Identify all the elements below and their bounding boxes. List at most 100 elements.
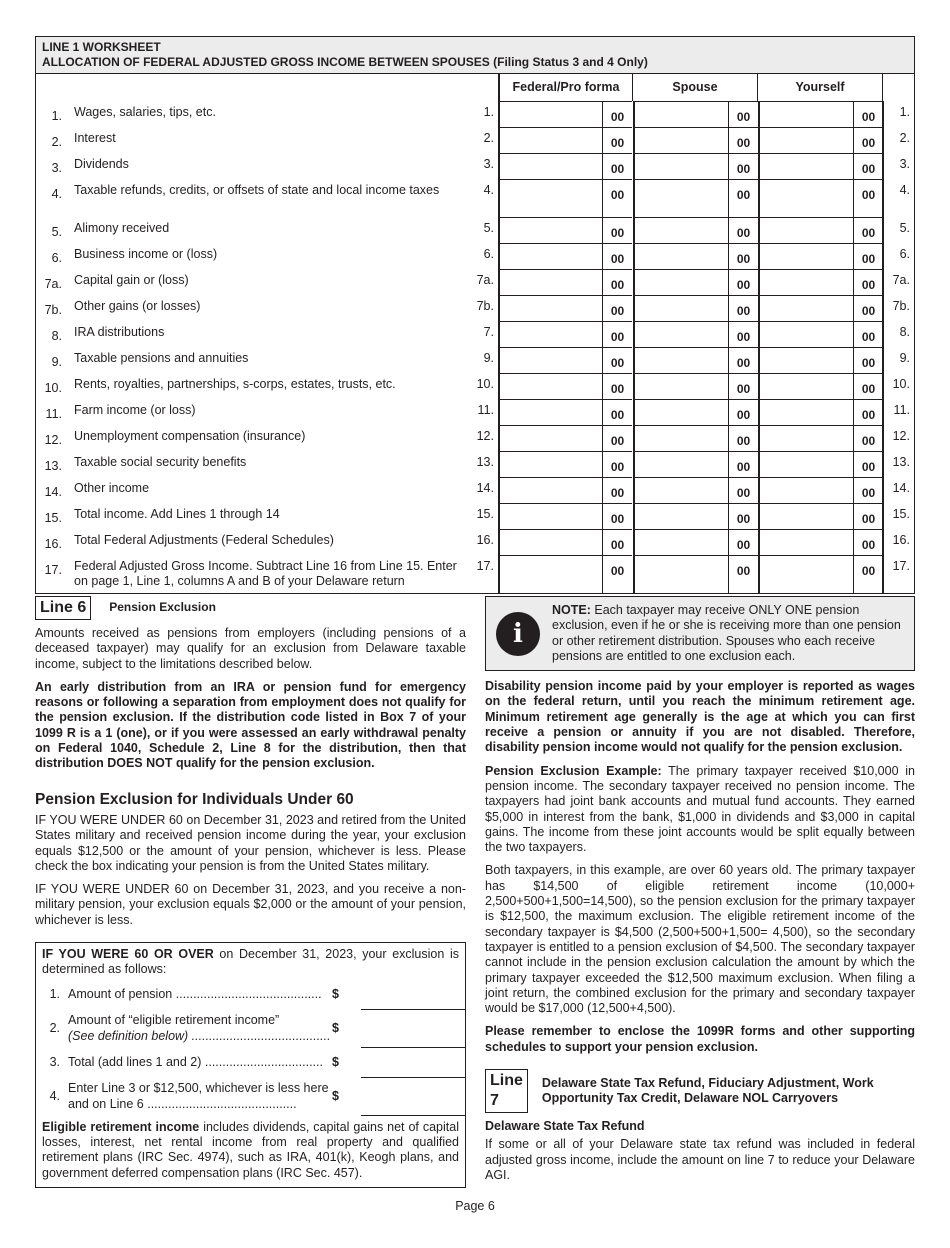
yourself-amount-field[interactable] xyxy=(758,243,853,269)
federal-amount-field[interactable] xyxy=(498,269,602,295)
line-number-right: 7b. xyxy=(892,299,910,313)
yourself-cents: 00 xyxy=(853,529,883,555)
yourself-amount-field[interactable] xyxy=(758,503,853,529)
line-number-right: 16. xyxy=(892,533,910,547)
yourself-amount-field[interactable] xyxy=(758,477,853,503)
federal-amount-field[interactable] xyxy=(498,101,602,127)
federal-amount-field[interactable] xyxy=(498,529,602,555)
spouse-amount-field[interactable] xyxy=(633,503,728,529)
spouse-amount-field[interactable] xyxy=(633,295,728,321)
line-number-right: 7a. xyxy=(892,273,910,287)
definition-text: includes dividends, capital gains net of… xyxy=(42,1119,459,1180)
yourself-amount-field[interactable] xyxy=(758,555,853,593)
federal-amount-field[interactable] xyxy=(498,425,602,451)
under60-heading: Pension Exclusion for Individuals Under … xyxy=(35,790,354,808)
federal-cents: 00 xyxy=(602,321,632,347)
yourself-amount-field[interactable] xyxy=(758,269,853,295)
yourself-amount-field[interactable] xyxy=(758,321,853,347)
line-number-right: 12. xyxy=(892,429,910,443)
spouse-amount-field[interactable] xyxy=(633,321,728,347)
yourself-amount-field[interactable] xyxy=(758,101,853,127)
yourself-cents: 00 xyxy=(853,373,883,399)
spouse-amount-field[interactable] xyxy=(633,153,728,179)
yourself-amount-field[interactable] xyxy=(758,179,853,217)
federal-amount-field[interactable] xyxy=(498,347,602,373)
yourself-amount-field[interactable] xyxy=(758,529,853,555)
exclusion-amount-field[interactable] xyxy=(361,980,465,1010)
remember-text: Please remember to enclose the 1099R for… xyxy=(485,1024,915,1054)
line-number-right: 8. xyxy=(899,325,910,339)
dollar-sign: $ xyxy=(332,986,339,1001)
federal-amount-field[interactable] xyxy=(498,179,602,217)
spouse-cents: 00 xyxy=(728,179,758,217)
spouse-amount-field[interactable] xyxy=(633,451,728,477)
spouse-amount-field[interactable] xyxy=(633,101,728,127)
line-number-right: 4. xyxy=(899,183,910,197)
note-label: NOTE: xyxy=(552,603,591,617)
exclusion-line-label: Enter Line 3 or $12,500, whichever is le… xyxy=(68,1081,329,1111)
note-text: Each taxpayer may receive ONLY ONE pensi… xyxy=(552,603,901,663)
federal-amount-field[interactable] xyxy=(498,503,602,529)
definition-bold: Eligible retirement income xyxy=(42,1119,200,1134)
federal-cents: 00 xyxy=(602,295,632,321)
worksheet-row: 8. IRA distributions 7. 00 00 00 8. xyxy=(36,321,914,347)
line6-title: Pension Exclusion xyxy=(109,600,216,615)
yourself-amount-field[interactable] xyxy=(758,425,853,451)
exclusion-line: 2. Amount of “eligible retirement income”… xyxy=(42,1010,465,1048)
spouse-amount-field[interactable] xyxy=(633,373,728,399)
federal-amount-field[interactable] xyxy=(498,399,602,425)
federal-amount-field[interactable] xyxy=(498,217,602,243)
federal-amount-field[interactable] xyxy=(498,555,602,593)
yourself-amount-field[interactable] xyxy=(758,347,853,373)
line-number: 1. xyxy=(51,109,62,123)
yourself-amount-field[interactable] xyxy=(758,295,853,321)
line-number: 15. xyxy=(44,511,62,525)
federal-cents: 00 xyxy=(602,451,632,477)
yourself-amount-field[interactable] xyxy=(758,399,853,425)
spouse-amount-field[interactable] xyxy=(633,477,728,503)
line-reference: 7. xyxy=(483,325,494,339)
spouse-amount-field[interactable] xyxy=(633,529,728,555)
line-number-right: 1. xyxy=(899,105,910,119)
yourself-amount-field[interactable] xyxy=(758,217,853,243)
spouse-cents: 00 xyxy=(728,451,758,477)
line-reference: 3. xyxy=(483,157,494,171)
federal-amount-field[interactable] xyxy=(498,477,602,503)
yourself-amount-field[interactable] xyxy=(758,127,853,153)
federal-amount-field[interactable] xyxy=(498,153,602,179)
exclusion-amount-field[interactable] xyxy=(361,1010,465,1048)
exclusion-line-text: Amount of pension ......................… xyxy=(68,987,332,1002)
spouse-amount-field[interactable] xyxy=(633,425,728,451)
federal-amount-field[interactable] xyxy=(498,321,602,347)
federal-amount-field[interactable] xyxy=(498,295,602,321)
example-label: Pension Exclusion Example: xyxy=(485,763,662,778)
spouse-amount-field[interactable] xyxy=(633,217,728,243)
spouse-cents: 00 xyxy=(728,503,758,529)
spouse-amount-field[interactable] xyxy=(633,179,728,217)
federal-amount-field[interactable] xyxy=(498,373,602,399)
federal-cents: 00 xyxy=(602,243,632,269)
yourself-amount-field[interactable] xyxy=(758,153,853,179)
line-reference: 11. xyxy=(477,403,494,417)
exclusion-amount-field[interactable] xyxy=(361,1078,465,1116)
yourself-amount-field[interactable] xyxy=(758,451,853,477)
spouse-amount-field[interactable] xyxy=(633,347,728,373)
yourself-amount-field[interactable] xyxy=(758,373,853,399)
column-divider xyxy=(882,555,884,593)
federal-amount-field[interactable] xyxy=(498,451,602,477)
spouse-amount-field[interactable] xyxy=(633,555,728,593)
federal-cents: 00 xyxy=(602,555,632,593)
spouse-amount-field[interactable] xyxy=(633,243,728,269)
spouse-amount-field[interactable] xyxy=(633,399,728,425)
federal-amount-field[interactable] xyxy=(498,127,602,153)
federal-amount-field[interactable] xyxy=(498,243,602,269)
spouse-cents: 00 xyxy=(728,101,758,127)
yourself-cents: 00 xyxy=(853,321,883,347)
exclusion-amount-field[interactable] xyxy=(361,1048,465,1078)
line6-intro: Amounts received as pensions from employ… xyxy=(35,626,466,671)
column-spouse: Spouse xyxy=(633,74,758,101)
spouse-amount-field[interactable] xyxy=(633,127,728,153)
spouse-amount-field[interactable] xyxy=(633,269,728,295)
worksheet-row: 9. Taxable pensions and annuities 9. 00 00 00… xyxy=(36,347,914,373)
yourself-cents: 00 xyxy=(853,153,883,179)
